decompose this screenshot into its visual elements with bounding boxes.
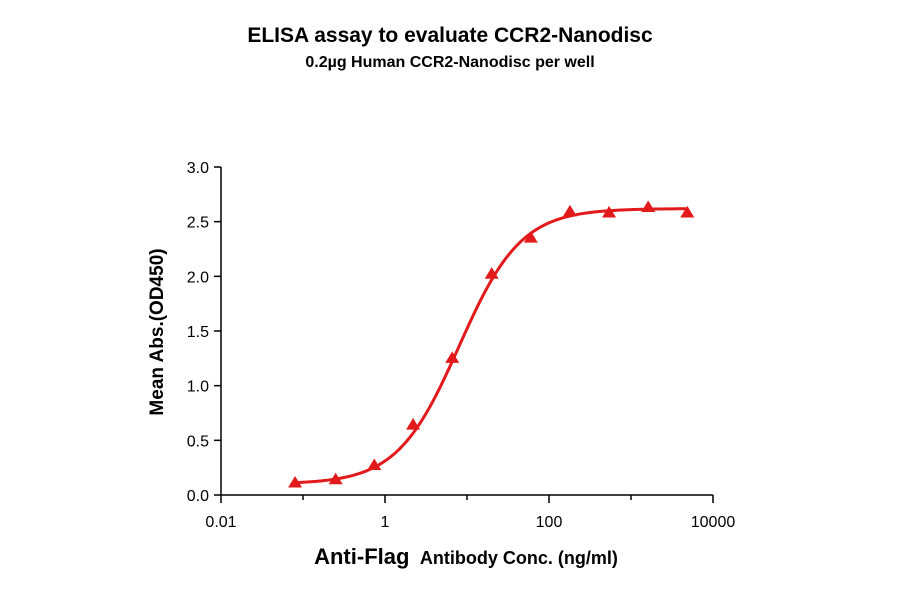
data-point xyxy=(680,205,695,218)
x-tick-label: 100 xyxy=(536,514,563,531)
data-point xyxy=(406,418,421,430)
x-axis-label: Anti-Flag Antibody Conc. (ng/ml) xyxy=(314,544,618,569)
x-tick-label: 10000 xyxy=(691,514,736,531)
data-point xyxy=(641,200,656,213)
y-tick-label: 2.0 xyxy=(187,269,209,286)
data-point xyxy=(602,205,617,218)
x-tick-label: 0.01 xyxy=(205,514,236,531)
y-tick-label: 2.5 xyxy=(187,215,209,232)
data-point xyxy=(445,351,460,363)
data-point xyxy=(562,204,577,217)
data-point xyxy=(328,472,343,485)
chart-title: ELISA assay to evaluate CCR2-Nanodisc xyxy=(247,24,653,47)
data-point xyxy=(288,475,303,488)
axes: 0.0 0.5 1.0 1.5 2.0 2.5 3.0 0.01 1 100 10000 xyxy=(187,160,736,531)
data-point xyxy=(484,267,499,279)
y-tick-label: 1.0 xyxy=(187,379,209,396)
y-tick-label: 0.5 xyxy=(187,433,209,450)
y-tick-label: 3.0 xyxy=(187,160,209,177)
y-tick-label: 0.0 xyxy=(187,488,209,505)
y-axis-label: Mean Abs.(OD450) xyxy=(147,248,168,415)
x-axis-label-bold: Anti-Flag xyxy=(314,544,409,569)
x-axis-label-rest: Antibody Conc. (ng/ml) xyxy=(420,548,618,568)
x-tick-label: 1 xyxy=(381,514,390,531)
data-points xyxy=(288,200,695,488)
chart-subtitle: 0.2µg Human CCR2-Nanodisc per well xyxy=(305,54,595,71)
y-tick-label: 1.5 xyxy=(187,324,209,341)
fit-curve xyxy=(294,207,688,485)
data-point xyxy=(367,458,382,471)
data-point xyxy=(523,231,538,243)
